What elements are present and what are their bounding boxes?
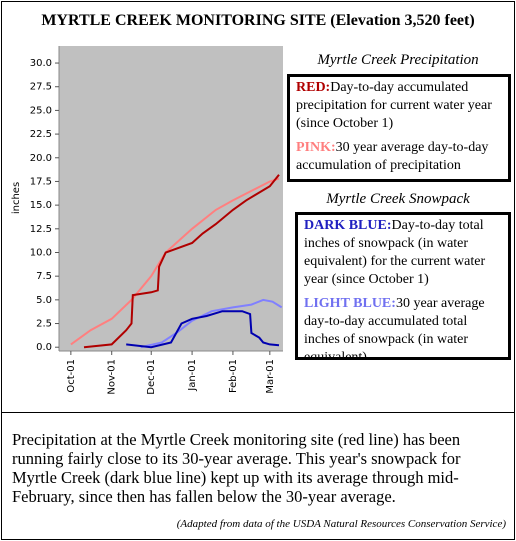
x-tick-label: Feb-01 [228, 359, 239, 393]
series-line [140, 298, 283, 349]
y-tick-label: 0.0 [36, 342, 52, 353]
legend-key: DARK BLUE: [304, 218, 392, 233]
precip-legend: RED:Day-to-day accumulated precipitation… [287, 74, 511, 182]
caption: Precipitation at the Myrtle Creek monito… [12, 430, 461, 506]
y-tick-label: 22.5 [30, 129, 52, 140]
x-tick-label: Oct-01 [66, 359, 77, 393]
y-tick-label: 20.0 [30, 153, 52, 164]
legend-text: Day-to-day accumulated precipitation for… [296, 80, 492, 131]
series-line [126, 310, 280, 349]
divider [2, 412, 514, 413]
snow-heading: Myrtle Creek Snowpack [326, 191, 470, 207]
y-tick-label: 12.5 [30, 224, 52, 235]
x-tick-label: Jan-01 [187, 359, 198, 392]
y-tick-label: 30.0 [30, 58, 52, 69]
y-tick-label: 10.0 [30, 247, 52, 258]
legend-key: PINK: [296, 140, 336, 155]
y-tick-label: 15.0 [30, 200, 52, 211]
legend-text: 30 year average day-to-day accumulated t… [304, 296, 485, 360]
y-tick-label: 25.0 [30, 105, 52, 116]
series-line [70, 177, 280, 346]
x-tick-label: Nov-01 [107, 359, 118, 395]
legend-key: LIGHT BLUE: [304, 296, 396, 311]
x-tick-label: Dec-01 [146, 359, 157, 395]
chart: 0.0 2.5 5.0 7.5 10.0 12.5 15.0 17.5 20.0 22.5 25.0… [11, 46, 283, 395]
y-axis-label: inches [11, 182, 22, 214]
y-tick-label: 27.5 [30, 82, 52, 93]
y-tick-label: 7.5 [36, 271, 52, 282]
y-tick-label: 2.5 [36, 319, 52, 330]
credit: (Adapted from data of the USDA Natural R… [176, 518, 506, 530]
snow-legend: DARK BLUE:Day-to-day total inches of sno… [295, 212, 511, 360]
precip-heading: Myrtle Creek Precipitation [317, 52, 479, 68]
plot-area [59, 46, 283, 351]
series-line [83, 174, 280, 349]
title: MYRTLE CREEK MONITORING SITE (Elevation … [41, 12, 475, 29]
legend-key: RED: [296, 80, 331, 95]
legend-text: 30 year average day-to-day accumulation … [296, 140, 489, 173]
y-tick-label: 17.5 [30, 176, 52, 187]
legend-text: Day-to-day total inches of snowpack (in … [304, 218, 486, 287]
x-tick-label: Mar-01 [265, 359, 276, 394]
y-tick-label: 5.0 [36, 295, 52, 306]
